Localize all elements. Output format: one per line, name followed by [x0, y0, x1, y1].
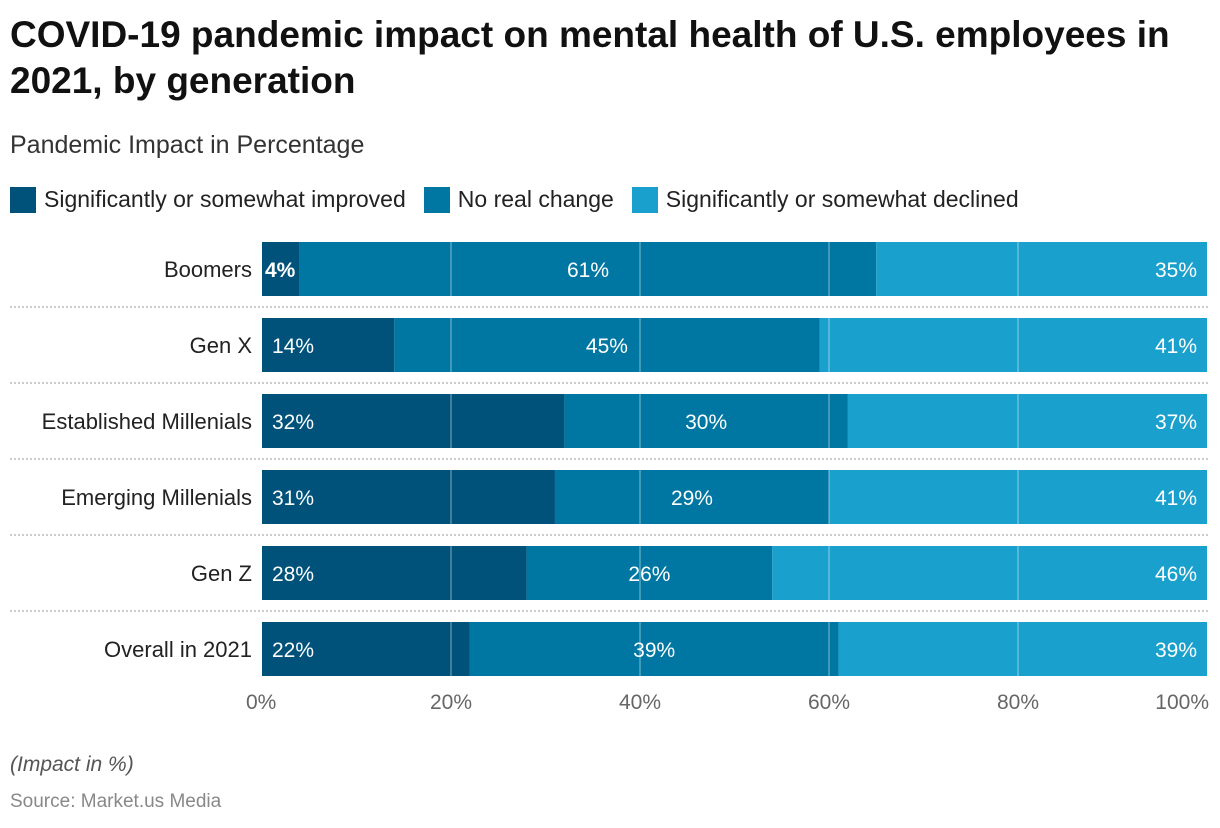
data-label: 41%: [1155, 335, 1197, 358]
bar-segment: [262, 394, 565, 448]
category-label: Established Millenials: [42, 409, 252, 434]
data-label: 14%: [272, 335, 314, 358]
data-label: 35%: [1155, 259, 1197, 282]
legend-swatch: [423, 186, 450, 213]
data-label: 22%: [272, 639, 314, 662]
bar-segment: [262, 470, 555, 524]
x-tick-label: 80%: [997, 691, 1039, 714]
bar-segment: [299, 242, 877, 296]
data-label: 39%: [1155, 639, 1197, 662]
data-label: 41%: [1155, 487, 1197, 510]
legend-label: Significantly or somewhat improved: [44, 186, 406, 212]
legend: Significantly or somewhat improved No re…: [10, 186, 1019, 213]
data-label: 30%: [685, 411, 727, 434]
bar-segment: [819, 318, 1207, 372]
category-label: Boomers: [164, 257, 252, 282]
x-tick-label: 40%: [619, 691, 661, 714]
bar-segment: [262, 622, 470, 676]
bar-segment: [829, 470, 1207, 524]
bar-segment: [394, 318, 820, 372]
source: Source: Market.us Media: [10, 791, 222, 812]
data-label: 39%: [633, 639, 675, 662]
bar-segment: [262, 546, 527, 600]
category-label: Emerging Millenials: [61, 485, 252, 510]
legend-swatch: [10, 186, 36, 213]
bar-segment: [469, 622, 839, 676]
chart-title: COVID-19 pandemic impact on mental healt…: [10, 14, 1170, 101]
x-tick-label: 100%: [1155, 691, 1209, 714]
data-label: 46%: [1155, 563, 1197, 586]
x-tick-label: 0%: [246, 691, 276, 714]
bar-segment: [262, 242, 300, 296]
data-label: 4%: [265, 259, 296, 282]
data-label: 32%: [272, 411, 314, 434]
chart-note: (Impact in %): [10, 753, 134, 776]
category-label: Gen X: [190, 333, 253, 358]
bar-segment: [262, 318, 395, 372]
data-label: 37%: [1155, 411, 1197, 434]
x-tick-label: 20%: [430, 691, 472, 714]
data-label: 29%: [671, 487, 713, 510]
bar-segment: [564, 394, 848, 448]
data-label: 45%: [586, 335, 628, 358]
legend-item-no-change: No real change: [423, 186, 614, 213]
category-label: Overall in 2021: [104, 637, 252, 662]
legend-swatch: [631, 186, 658, 213]
x-tick-label: 60%: [808, 691, 850, 714]
category-label: Gen Z: [191, 561, 252, 586]
data-label: 26%: [628, 563, 670, 586]
legend-item-declined: Significantly or somewhat declined: [631, 186, 1019, 213]
legend-label: No real change: [457, 186, 614, 212]
bar-segment: [847, 394, 1207, 448]
legend-item-improved: Significantly or somewhat improved: [10, 186, 406, 213]
data-label: 61%: [567, 259, 609, 282]
data-label: 28%: [272, 563, 314, 586]
bar-segment: [526, 546, 773, 600]
bar-segment: [772, 546, 1207, 600]
bar-segment: [876, 242, 1207, 296]
data-label: 31%: [272, 487, 314, 510]
legend-label: Significantly or somewhat declined: [665, 186, 1019, 212]
chart-subtitle: Pandemic Impact in Percentage: [10, 131, 365, 159]
bar-segment: [838, 622, 1207, 676]
bar-segment: [554, 470, 829, 524]
